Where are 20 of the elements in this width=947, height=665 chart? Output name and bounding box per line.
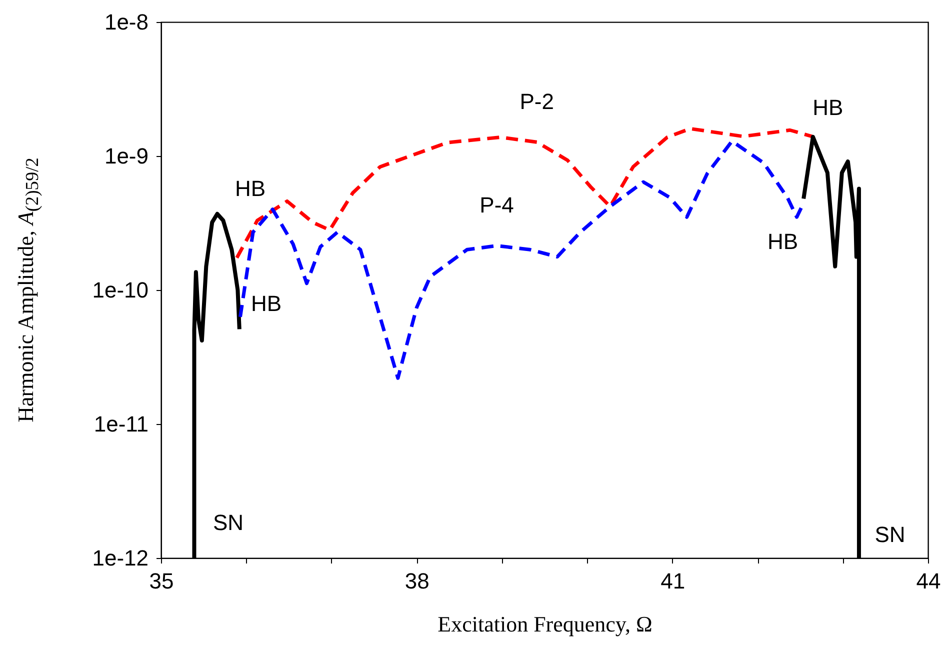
annotation: SN	[212, 510, 244, 535]
y-tick-label: 1e-10	[92, 278, 148, 302]
x-tick-label: 35	[149, 568, 174, 594]
x-tick-label: 41	[660, 568, 686, 594]
annotation: SN	[874, 522, 906, 547]
annotation: HB	[812, 94, 844, 120]
annotation: HB	[250, 290, 282, 316]
annotation: HB	[234, 176, 266, 201]
y-tick-label: 1e-11	[94, 412, 148, 436]
line-series	[238, 139, 804, 380]
x-axis-title: Excitation Frequency, Ω	[438, 612, 652, 636]
y-tick-label: 1e-12	[92, 546, 148, 570]
y-tick-label: 1e-9	[104, 144, 148, 168]
annotation: HB	[767, 229, 798, 254]
x-tick-label: 38	[404, 568, 430, 594]
x-tick-label: 44	[916, 568, 941, 594]
series-label: P-4	[480, 192, 514, 218]
series-label: P-2	[520, 89, 554, 114]
line-series	[235, 126, 814, 260]
y-tick-label: 1e-8	[104, 10, 148, 34]
